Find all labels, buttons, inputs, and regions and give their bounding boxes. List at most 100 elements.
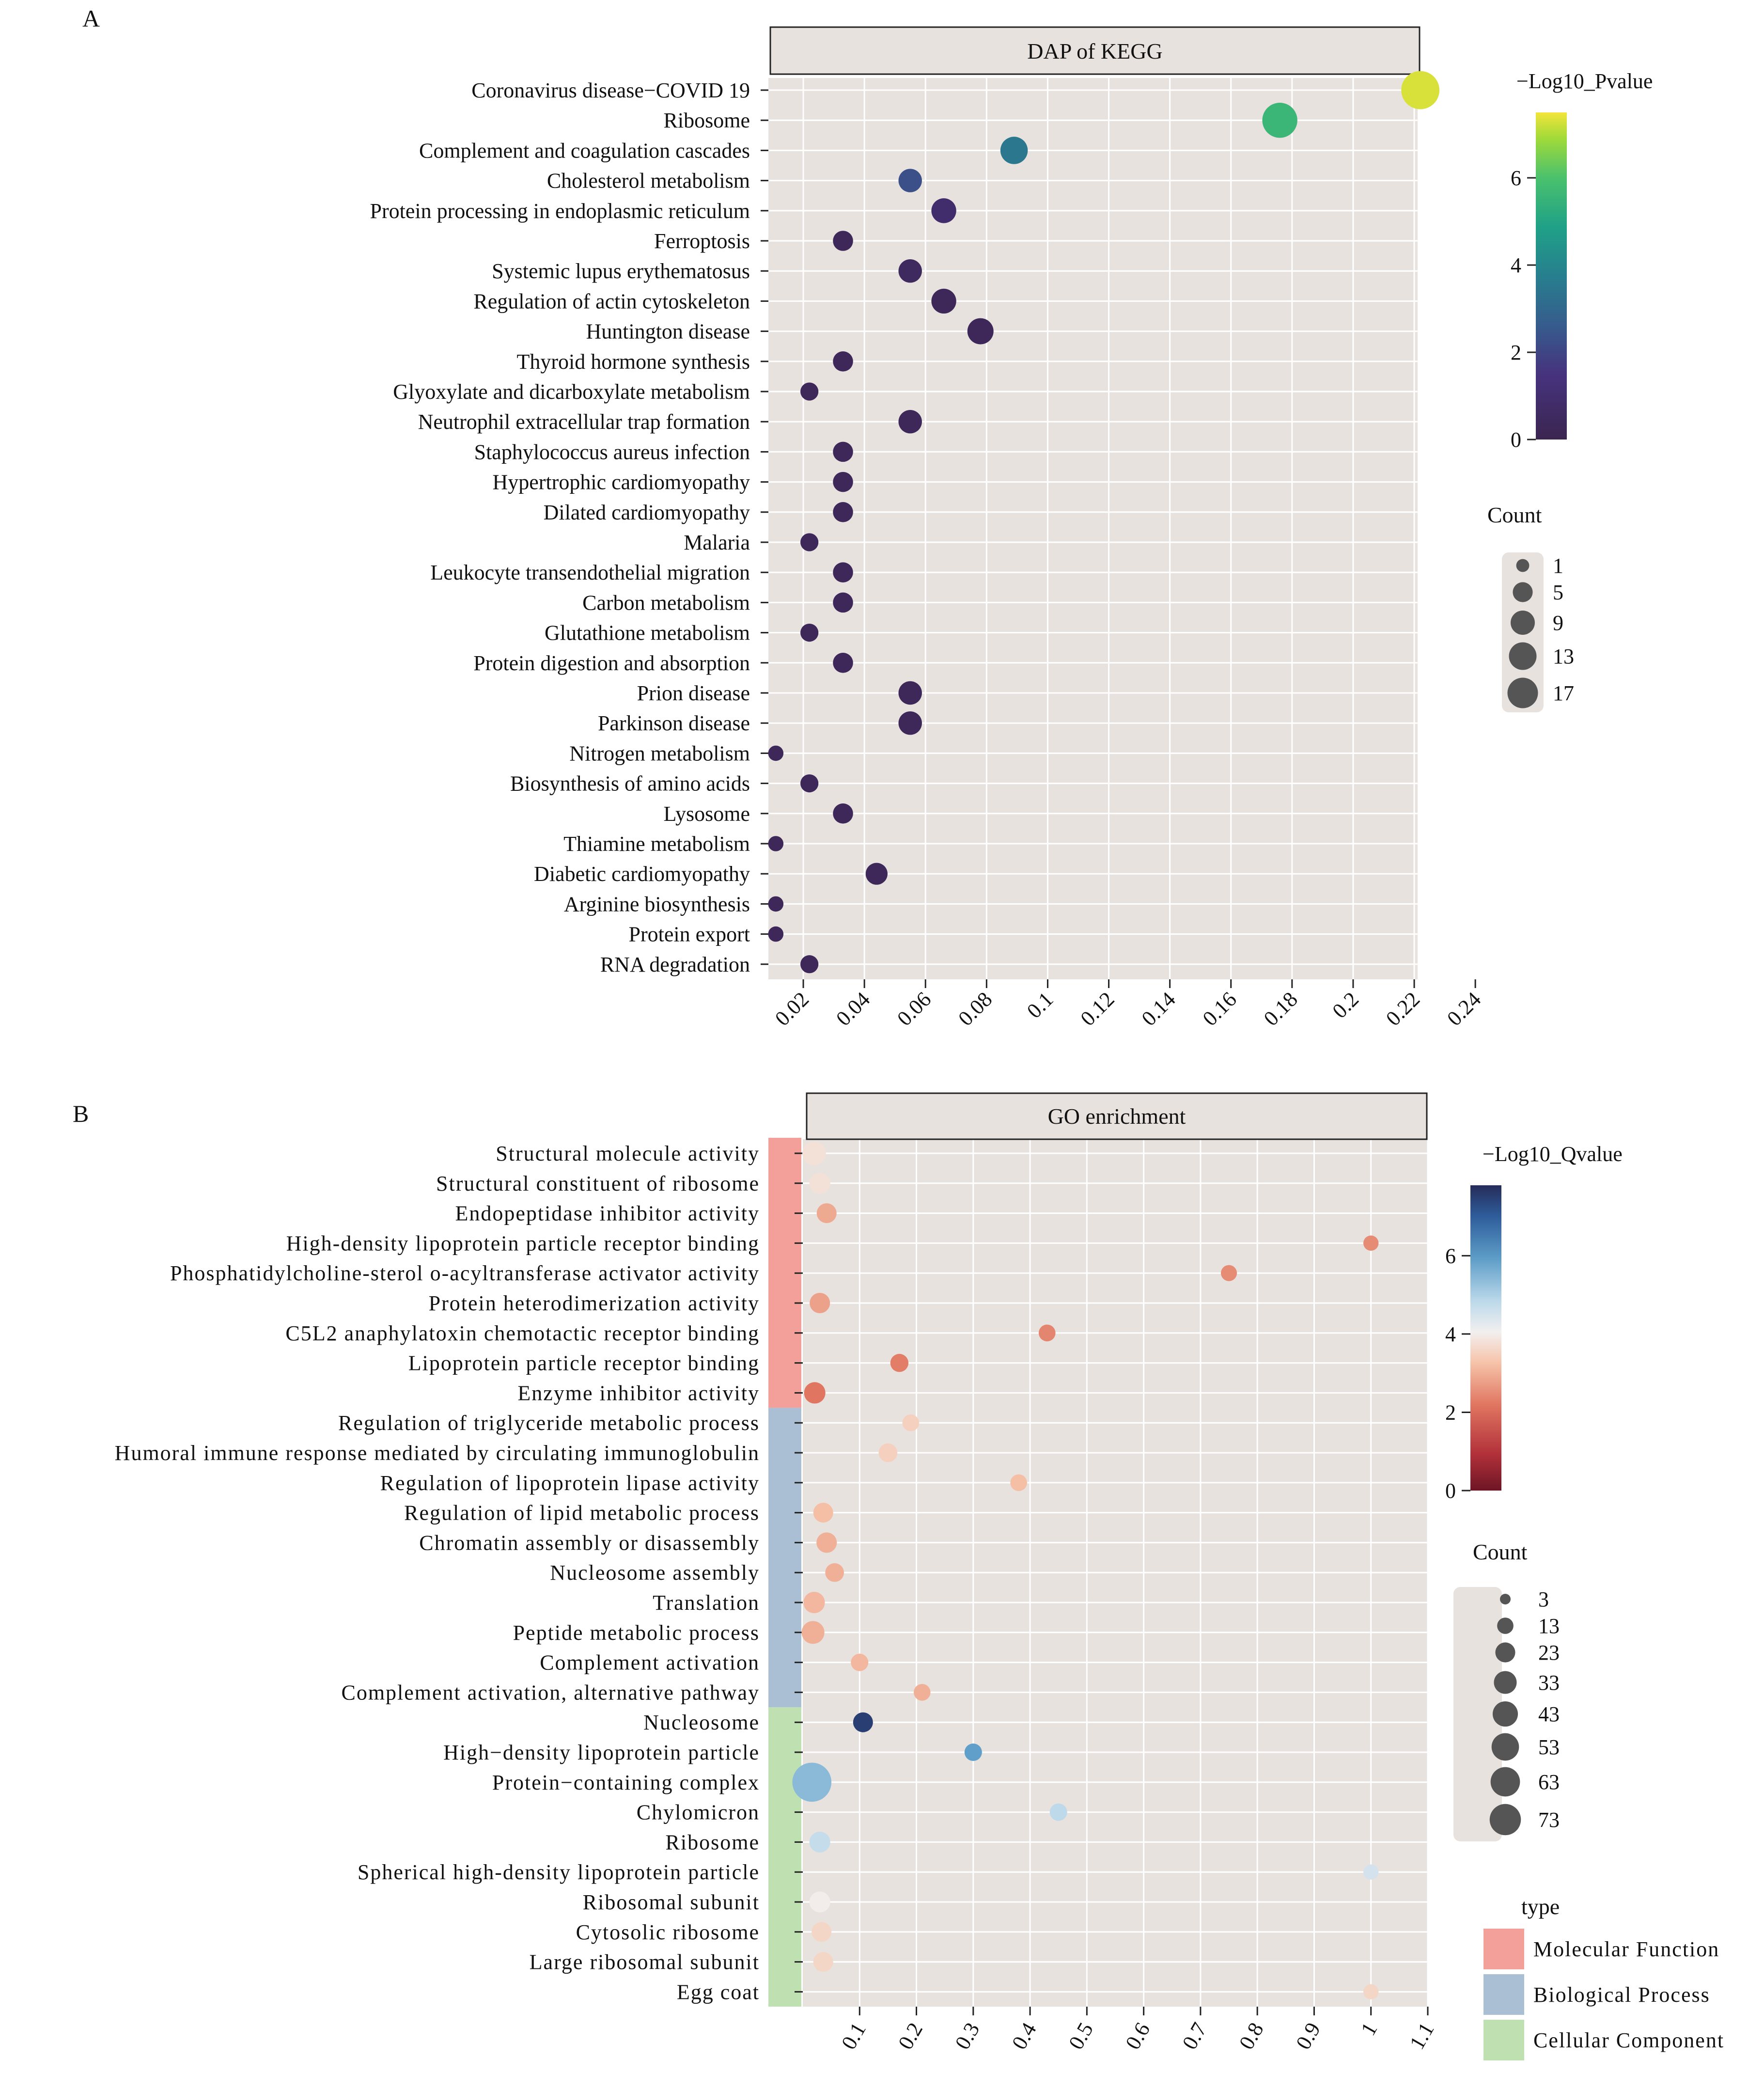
data-point [813,1952,833,1972]
x-tick-label: 0.6 [1121,2019,1155,2054]
data-point [833,653,853,673]
y-tick-label: Ribosomal subunit [583,1890,760,1914]
size-legend-marker [1494,1671,1517,1694]
size-legend-label: 43 [1538,1702,1560,1726]
y-tick-label: Regulation of triglyceride metabolic pro… [338,1411,760,1435]
colorbar-title-a: −Log10_Pvalue [1516,69,1653,93]
data-point [898,711,922,735]
y-tick-label: Regulation of lipid metabolic process [404,1501,760,1525]
x-tick-label: 0.4 [1007,2019,1041,2054]
y-tick-label: Regulation of lipoprotein lipase activit… [380,1471,760,1495]
y-tick-label: Biosynthesis of amino acids [510,772,750,796]
x-tick-label: 0.3 [951,2019,984,2054]
size-legend-marker [1497,1618,1514,1634]
y-tick-label: Cytosolic ribosome [576,1920,760,1944]
type-legend-label: Cellular Component [1533,2028,1724,2052]
data-point [1363,1984,1379,2000]
gridlines-vertical-b [859,1139,1429,2007]
data-point [800,955,819,974]
data-point [802,1141,826,1165]
data-point [803,1591,825,1614]
plot-area-a [768,78,1418,979]
y-tick-label: Protein processing in endoplasmic reticu… [370,199,750,223]
size-legend-label: 17 [1553,681,1574,705]
size-legend-marker [1516,559,1530,572]
size-legend-label: 63 [1538,1770,1560,1794]
size-legend-title-a: Count [1487,503,1542,527]
y-tick-label: Phosphatidylcholine-sterol o-acyltransfe… [170,1261,760,1285]
y-tick-label: Glutathione metabolism [545,621,750,645]
size-legend-label: 3 [1538,1587,1549,1611]
data-point [800,623,819,642]
size-legend-marker [1489,1804,1521,1836]
x-tick-label: 0.8 [1234,2019,1268,2054]
size-legend-title-b: Count [1473,1540,1528,1564]
size-legend-box-b [1453,1587,1502,1841]
size-legend-label: 13 [1538,1614,1560,1638]
title-strip-b [806,1092,1428,1140]
y-tick-label: High-density lipoprotein particle recept… [286,1231,760,1255]
type-legend-label: Molecular Function [1533,1937,1719,1961]
size-legend-label: 23 [1538,1641,1560,1665]
data-point [865,863,888,885]
data-point [768,926,784,942]
data-point [1049,1803,1067,1821]
y-tick-label: Ribosome [666,1830,760,1854]
x-tick-label: 0.16 [1198,987,1241,1030]
panel-a: A DAP of KEGG Coronavirus disease−COVID … [82,5,1653,1031]
gridlines-horizontal-b [803,1152,1428,1993]
y-tick-label: Translation [653,1591,760,1615]
y-tick-label: Complement activation, alternative pathw… [341,1681,760,1704]
colorbar-ticks-a: 0 2 4 6 [1511,166,1536,452]
size-legend-b: 3 13 23 33 43 53 63 73 [1489,1587,1560,1836]
x-tick-label: 0.06 [892,987,936,1030]
colorbar-tick-label: 6 [1445,1244,1456,1268]
size-legend-marker [1491,1733,1519,1761]
y-tick-label: High−density lipoprotein particle [443,1741,760,1764]
x-axis-ticks-a: 0.02 0.04 0.06 0.08 0.1 0.12 0.14 0.16 0.18 0.2 0.… [770,979,1485,1031]
x-tick-label: 0.22 [1381,987,1424,1030]
data-point [825,1563,844,1582]
data-point [816,1203,837,1224]
data-point [813,1503,833,1523]
data-point [1220,1265,1237,1281]
y-tick-label: Nucleosome [643,1711,760,1734]
y-tick-label: Large ribosomal subunit [530,1950,760,1974]
x-tick-label: 0.7 [1178,2019,1212,2054]
data-point [801,1621,825,1644]
y-tick-label: Neutrophil extracellular trap formation [418,410,750,434]
data-point [913,1684,931,1701]
data-point [878,1443,898,1462]
x-tick-label: 0.12 [1076,987,1119,1030]
y-tick-label: Complement activation [540,1651,760,1675]
y-tick-label: Parkinson disease [598,711,750,735]
data-point [768,896,784,912]
colorbar-a [1536,112,1567,440]
type-color-bars-b [768,1138,801,2007]
data-point [853,1712,873,1732]
y-tick-label: Protein export [628,923,750,946]
y-tick-label: Nucleosome assembly [550,1561,760,1585]
y-tick-label: Regulation of actin cytoskeleton [473,289,750,313]
x-tick-label: 1.1 [1405,2019,1439,2054]
data-point [898,681,922,705]
size-legend-label: 13 [1553,644,1574,668]
y-axis-labels-a: Coronavirus disease−COVID 19 Ribosome Comp… [370,79,768,976]
data-point [964,1743,982,1761]
x-tick-label: 0.04 [831,987,874,1030]
x-tick-label: 0.14 [1137,987,1180,1030]
data-point [809,1831,830,1853]
colorbar-tick-label: 2 [1445,1400,1456,1424]
data-point [931,288,956,314]
size-legend-a: 1 5 9 13 17 [1507,554,1574,708]
x-tick-label: 0.9 [1291,2019,1325,2054]
size-legend-label: 33 [1538,1671,1560,1695]
y-tick-label: Egg coat [677,1980,760,2004]
size-legend-marker [1507,677,1538,708]
data-point [833,562,853,582]
y-tick-label: Staphylococcus aureus infection [474,440,750,464]
data-points-b [792,1141,1379,2000]
x-tick-label: 0.02 [770,987,813,1030]
y-tick-label: Huntington disease [586,320,750,344]
y-tick-label: Spherical high-density lipoprotein parti… [358,1860,760,1884]
